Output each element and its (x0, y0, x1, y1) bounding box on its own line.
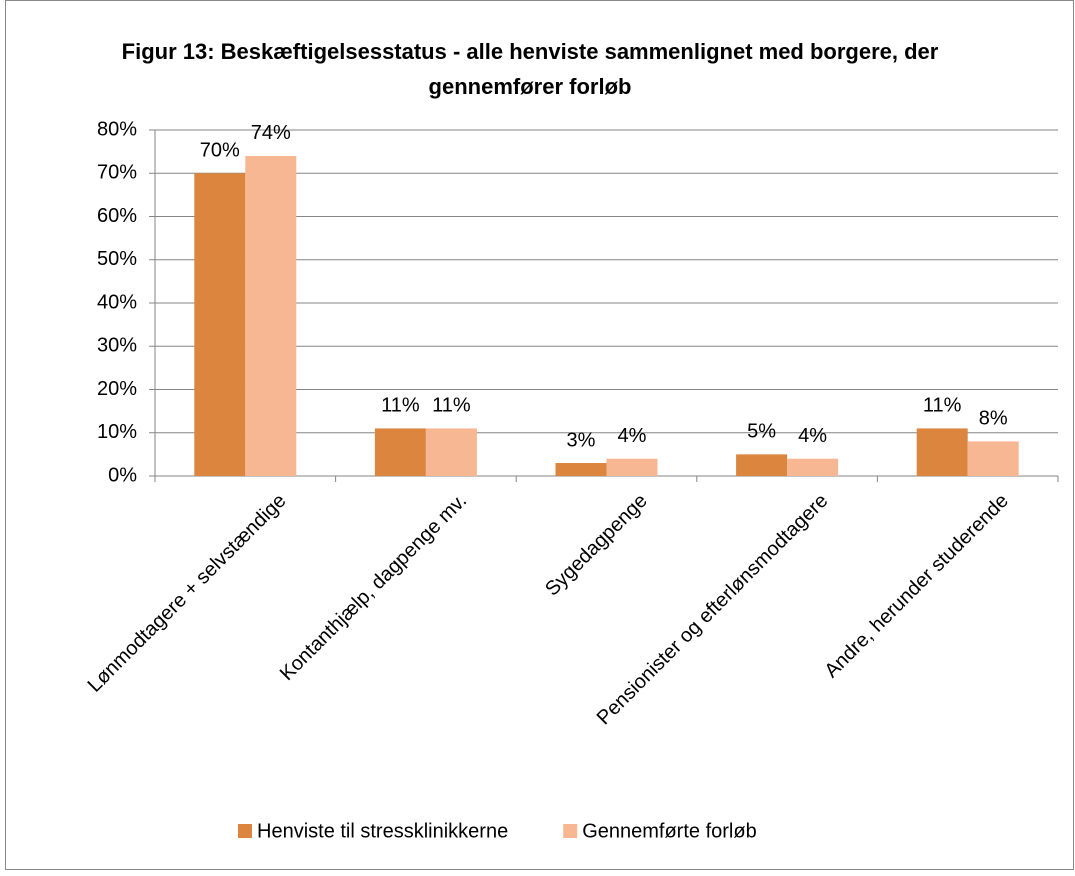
x-tick-label: Kontanthjælp, dagpenge mv. (276, 490, 471, 685)
bar (967, 441, 1019, 476)
y-tick-label: 50% (97, 248, 137, 270)
y-tick-label: 20% (97, 378, 137, 400)
y-tick-label: 80% (97, 118, 137, 140)
chart-border (5, 0, 1074, 870)
bar (916, 428, 968, 476)
bar (245, 155, 297, 476)
bar (606, 458, 658, 476)
y-tick-label: 30% (97, 335, 137, 357)
x-tick-label: Andre, herunder studerende (821, 490, 1013, 682)
data-label: 8% (979, 408, 1008, 430)
x-tick-label: Sygedagpenge (541, 490, 652, 601)
y-tick-label: 0% (108, 464, 137, 486)
chart-title: Figur 13: Beskæftigelsesstatus - alle he… (121, 39, 939, 99)
legend-label: Henviste til stressklinikkerne (257, 820, 508, 842)
data-label: 74% (251, 122, 291, 144)
data-label: 11% (923, 395, 962, 417)
data-label: 3% (567, 429, 596, 451)
y-tick-label: 70% (97, 162, 137, 184)
bar (736, 454, 788, 476)
bar (194, 173, 246, 476)
data-label: 11% (381, 395, 420, 417)
data-label: 70% (200, 140, 240, 162)
x-tick-label: Lønmodtagere + selvstændige (84, 490, 291, 697)
data-label: 4% (798, 425, 827, 447)
data-label: 11% (432, 395, 471, 417)
bar (555, 463, 607, 476)
data-label: 5% (747, 421, 776, 443)
legend-label: Gennemførte forløb (582, 820, 757, 842)
y-tick-label: 10% (97, 421, 137, 443)
data-label: 4% (618, 425, 647, 447)
y-tick-label: 40% (97, 291, 137, 313)
bar (374, 428, 426, 476)
bar (787, 458, 839, 476)
legend-swatch (563, 824, 578, 838)
bar (425, 428, 477, 476)
legend-swatch (238, 824, 252, 838)
y-tick-label: 60% (97, 205, 137, 227)
